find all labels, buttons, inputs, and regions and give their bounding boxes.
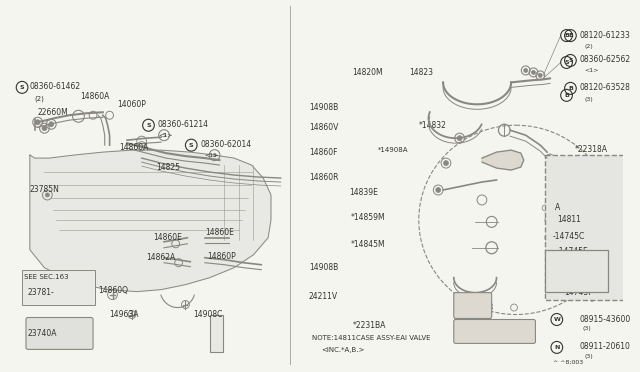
Text: B: B bbox=[568, 33, 573, 38]
Text: 14862A: 14862A bbox=[147, 253, 176, 262]
Text: *14845M: *14845M bbox=[351, 240, 385, 249]
Text: S: S bbox=[163, 133, 166, 138]
Text: 14811: 14811 bbox=[557, 215, 580, 224]
Text: 14745F: 14745F bbox=[564, 288, 593, 296]
Text: 14860F: 14860F bbox=[309, 148, 337, 157]
Text: 14860V: 14860V bbox=[309, 123, 339, 132]
Text: 14908C: 14908C bbox=[193, 310, 223, 318]
Text: A: A bbox=[555, 203, 560, 212]
Circle shape bbox=[42, 126, 47, 131]
Polygon shape bbox=[30, 150, 271, 292]
Text: <1>: <1> bbox=[158, 133, 173, 138]
Text: W: W bbox=[554, 317, 560, 322]
Text: *2231BA: *2231BA bbox=[353, 321, 386, 330]
Text: B: B bbox=[487, 302, 492, 312]
Circle shape bbox=[45, 193, 49, 197]
FancyBboxPatch shape bbox=[545, 250, 609, 292]
Text: (3): (3) bbox=[584, 97, 593, 102]
FancyBboxPatch shape bbox=[454, 293, 492, 318]
Text: S: S bbox=[213, 153, 216, 158]
Circle shape bbox=[436, 187, 440, 192]
Text: B: B bbox=[564, 93, 569, 98]
Text: (2): (2) bbox=[35, 95, 45, 102]
Text: 14860A: 14860A bbox=[119, 143, 148, 152]
Text: (3): (3) bbox=[582, 327, 591, 331]
Text: 08360-62014: 08360-62014 bbox=[200, 140, 251, 149]
Text: (2): (2) bbox=[584, 44, 593, 48]
Circle shape bbox=[532, 70, 536, 74]
Text: 14820M: 14820M bbox=[353, 68, 383, 77]
Circle shape bbox=[49, 122, 54, 127]
Circle shape bbox=[545, 233, 555, 243]
Circle shape bbox=[444, 161, 449, 166]
Circle shape bbox=[35, 120, 40, 125]
Text: 24211V: 24211V bbox=[309, 292, 338, 301]
Text: 14839E: 14839E bbox=[349, 188, 378, 197]
Text: 22660M: 22660M bbox=[38, 108, 68, 117]
Text: 14825: 14825 bbox=[156, 163, 180, 172]
Text: *14859M: *14859M bbox=[351, 213, 385, 222]
Text: 08911-20610: 08911-20610 bbox=[579, 342, 630, 352]
FancyBboxPatch shape bbox=[22, 270, 95, 305]
Text: *14908A: *14908A bbox=[378, 147, 408, 153]
Circle shape bbox=[538, 73, 542, 77]
Text: 08360-62562: 08360-62562 bbox=[579, 55, 630, 64]
Circle shape bbox=[457, 136, 462, 141]
Text: 08120-63528: 08120-63528 bbox=[579, 83, 630, 92]
Text: 08120-61233: 08120-61233 bbox=[579, 31, 630, 39]
Text: N: N bbox=[554, 345, 559, 350]
Text: 14963A: 14963A bbox=[109, 310, 139, 318]
Text: *22318A: *22318A bbox=[574, 145, 607, 154]
Text: 08360-61462: 08360-61462 bbox=[30, 82, 81, 92]
Text: S: S bbox=[146, 123, 151, 128]
Text: 14908B: 14908B bbox=[309, 103, 338, 112]
Text: <1>: <1> bbox=[205, 153, 220, 158]
Text: 14860E: 14860E bbox=[205, 228, 234, 237]
Text: S: S bbox=[564, 60, 569, 65]
Text: (3): (3) bbox=[584, 355, 593, 359]
Circle shape bbox=[545, 215, 555, 225]
Text: 14060P: 14060P bbox=[117, 100, 146, 109]
FancyBboxPatch shape bbox=[26, 318, 93, 349]
Text: 14860P: 14860P bbox=[207, 252, 236, 261]
Text: B: B bbox=[568, 86, 573, 91]
FancyBboxPatch shape bbox=[210, 314, 223, 352]
Text: 08360-61214: 08360-61214 bbox=[157, 120, 208, 129]
FancyBboxPatch shape bbox=[545, 155, 640, 299]
Circle shape bbox=[548, 217, 552, 222]
Polygon shape bbox=[482, 150, 524, 170]
Text: ^ ^8;003: ^ ^8;003 bbox=[553, 359, 583, 364]
Text: -14745C: -14745C bbox=[553, 232, 585, 241]
Text: 14860Q: 14860Q bbox=[98, 286, 128, 295]
Text: <1>: <1> bbox=[584, 68, 598, 73]
Text: B: B bbox=[564, 33, 569, 38]
Text: 14908B: 14908B bbox=[309, 263, 338, 272]
Text: 14860E: 14860E bbox=[154, 233, 182, 242]
Text: 14860A: 14860A bbox=[81, 92, 110, 101]
Text: S: S bbox=[568, 58, 573, 63]
Text: *14832: *14832 bbox=[419, 121, 447, 130]
Text: 23785N: 23785N bbox=[30, 185, 60, 194]
Text: S: S bbox=[189, 142, 193, 148]
Text: 14823: 14823 bbox=[409, 68, 433, 77]
Circle shape bbox=[524, 68, 527, 73]
FancyBboxPatch shape bbox=[454, 320, 536, 343]
Text: 14860R: 14860R bbox=[309, 173, 339, 182]
Text: S: S bbox=[20, 85, 24, 90]
Text: NOTE:14811CASE ASSY-EAI VALVE: NOTE:14811CASE ASSY-EAI VALVE bbox=[312, 336, 430, 341]
Text: 23740A: 23740A bbox=[28, 330, 58, 339]
Text: 23781-: 23781- bbox=[28, 288, 54, 296]
Text: <INC.*A,B.>: <INC.*A,B.> bbox=[321, 347, 365, 353]
Text: SEE SEC.163: SEE SEC.163 bbox=[24, 274, 68, 280]
Text: -14745E: -14745E bbox=[557, 247, 589, 256]
Text: 08915-43600: 08915-43600 bbox=[579, 314, 630, 324]
